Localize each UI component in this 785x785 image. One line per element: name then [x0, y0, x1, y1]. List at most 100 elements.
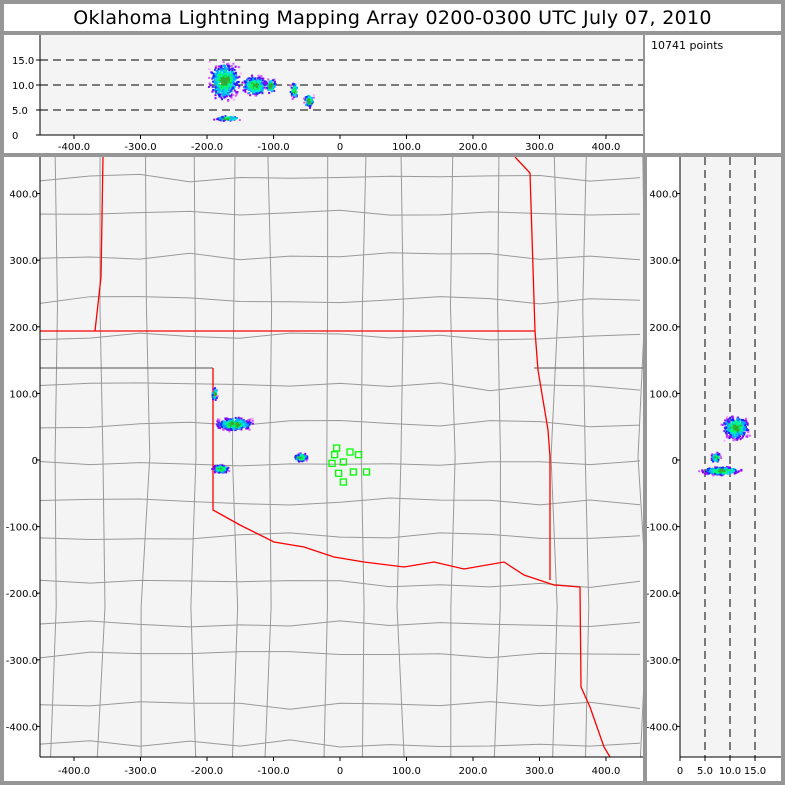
lightning-source — [237, 424, 240, 427]
lightning-source — [216, 395, 219, 398]
lightning-source — [253, 91, 256, 94]
lightning-source — [738, 436, 741, 439]
lightning-source — [229, 80, 232, 83]
county-line — [39, 252, 641, 261]
lightning-source — [270, 83, 273, 86]
lightning-source — [733, 428, 736, 431]
lightning-source — [221, 68, 224, 71]
lightning-source — [225, 73, 228, 76]
lightning-source — [254, 89, 257, 92]
lightning-source — [233, 72, 236, 75]
lightning-source — [249, 94, 252, 97]
lightning-source — [735, 421, 738, 424]
lightning-source — [238, 75, 241, 78]
lightning-source — [211, 394, 214, 397]
lightning-source — [294, 456, 297, 459]
lightning-source — [225, 95, 228, 98]
lightning-source — [292, 93, 295, 96]
lightning-source — [224, 422, 227, 425]
lightning-source — [224, 64, 227, 67]
lightning-source — [223, 96, 226, 99]
lightning-source — [728, 421, 731, 424]
lightning-source — [741, 427, 744, 430]
lightning-source — [268, 82, 271, 85]
lightning-source — [225, 470, 228, 473]
lightning-source — [225, 418, 228, 421]
lightning-source — [254, 79, 257, 82]
plan-view-map[interactable]: 400.0 300.0 200.0 100.0 0 -100.0 -200.0 -300.0 -… — [4, 156, 648, 781]
lightning-source — [226, 89, 229, 92]
lightning-source — [247, 421, 250, 424]
lightning-source — [268, 87, 271, 90]
lightning-source — [213, 390, 216, 393]
lightning-source — [259, 90, 262, 93]
lightning-source — [257, 84, 260, 87]
lightning-source — [224, 67, 227, 70]
lightning-source — [213, 89, 216, 92]
plan-view-map-panel[interactable]: 400.0 300.0 200.0 100.0 0 -100.0 -200.0 -300.0 -… — [4, 156, 648, 781]
lightning-source — [267, 85, 270, 88]
lightning-source — [269, 88, 272, 91]
lightning-source — [729, 423, 732, 426]
lightning-source — [227, 73, 230, 76]
lightning-source — [219, 93, 222, 96]
lightning-source — [259, 88, 262, 91]
lma-station — [331, 451, 339, 459]
lightning-source — [248, 80, 251, 83]
lightning-source — [234, 76, 237, 79]
lightning-source — [724, 419, 727, 422]
lightning-source — [714, 453, 717, 456]
lightning-source — [226, 63, 229, 66]
lightning-source — [704, 472, 707, 475]
lightning-source — [215, 69, 218, 72]
lightning-source — [215, 86, 218, 89]
lightning-source — [231, 428, 234, 431]
lightning-source — [269, 86, 272, 89]
lightning-source — [731, 423, 734, 426]
lightning-source — [307, 94, 310, 97]
lightning-source — [258, 89, 261, 92]
lightning-source — [245, 420, 248, 423]
x-tick-label: -300.0 — [124, 142, 156, 153]
x-tick-label: -200.0 — [191, 142, 223, 153]
lightning-source — [218, 90, 221, 93]
lightning-source — [710, 457, 713, 460]
lightning-source — [725, 418, 728, 421]
lightning-source — [233, 89, 236, 92]
lightning-source — [732, 416, 735, 419]
x-tick-label: 0 — [677, 766, 683, 777]
lightning-source — [259, 80, 262, 83]
lightning-source — [223, 88, 226, 91]
lightning-source — [741, 433, 744, 436]
lightning-source — [292, 96, 295, 99]
lightning-source — [224, 468, 227, 471]
lightning-source — [732, 418, 735, 421]
lightning-source — [233, 75, 236, 78]
lightning-source — [715, 457, 718, 460]
lightning-source — [220, 469, 223, 472]
lightning-source — [235, 82, 238, 85]
lightning-source — [727, 431, 730, 434]
county-line — [50, 156, 58, 758]
lightning-source — [232, 80, 235, 83]
lightning-source — [239, 418, 242, 421]
lightning-source — [252, 86, 255, 89]
lightning-source — [714, 455, 717, 458]
lightning-source — [221, 84, 224, 87]
lightning-source — [739, 469, 742, 472]
lightning-source — [744, 427, 747, 430]
lightning-source — [247, 81, 250, 84]
lightning-source — [308, 102, 311, 105]
lightning-source — [273, 81, 276, 84]
lightning-source — [213, 395, 216, 398]
lightning-source — [740, 418, 743, 421]
lightning-source — [247, 84, 250, 87]
lightning-source — [252, 91, 255, 94]
lightning-source — [727, 424, 730, 427]
lightning-source — [739, 438, 742, 441]
lightning-source — [244, 90, 247, 93]
lightning-source — [218, 466, 221, 469]
lightning-source — [219, 464, 222, 467]
x-tick-label: 100.0 — [392, 142, 421, 153]
lightning-source — [734, 425, 737, 428]
